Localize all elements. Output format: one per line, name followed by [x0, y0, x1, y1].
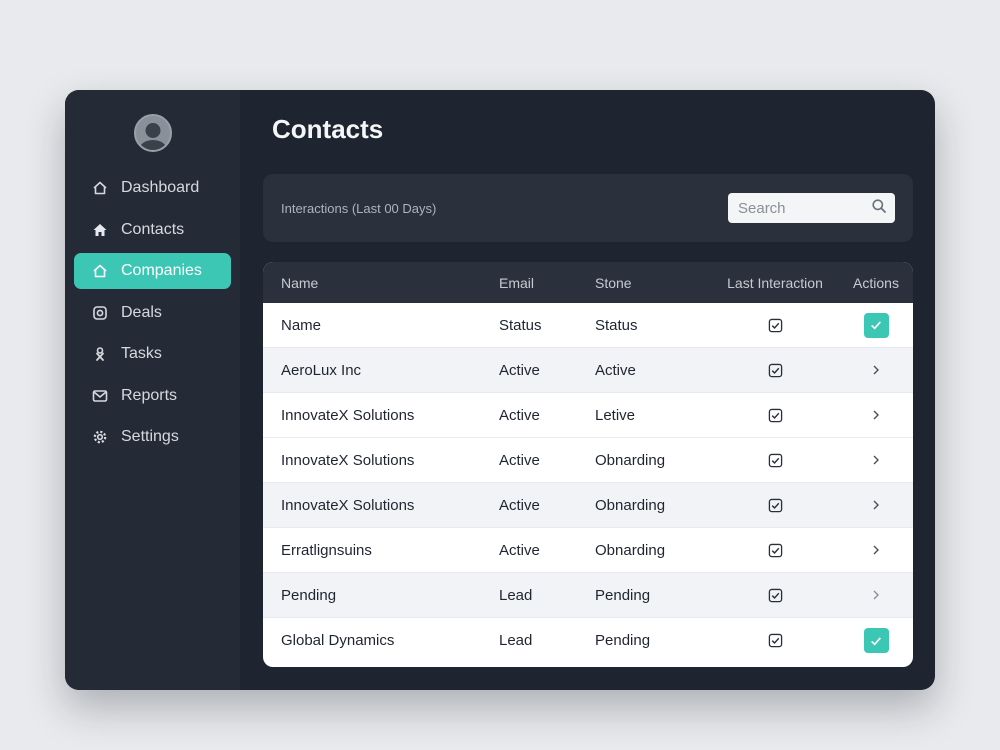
column-header-actions: Actions: [853, 274, 899, 291]
check-action-button[interactable]: [863, 312, 889, 338]
table-row[interactable]: AeroLux Inc Active Active: [263, 348, 913, 393]
sidebar-item-settings[interactable]: Settings: [74, 419, 231, 455]
cell-email: Status: [499, 316, 542, 334]
cell-stone: Letive: [595, 406, 636, 424]
cell-stone: Obnarding: [595, 451, 666, 469]
search-icon[interactable]: [871, 198, 887, 219]
cell-name: Global Dynamics: [281, 632, 395, 649]
cell-email: Active: [499, 541, 540, 559]
main-content: Contacts Interactions (Last 00 Days) Nam…: [240, 90, 935, 690]
instagram-like-icon: [91, 304, 109, 322]
cell-name: InnovateX Solutions: [281, 451, 415, 469]
cell-stone: Pending: [595, 632, 651, 649]
check-action-button[interactable]: [863, 628, 889, 653]
checkbox-icon[interactable]: [711, 453, 839, 468]
sidebar-nav: Dashboard Contacts Companies Deals: [65, 170, 240, 455]
tasks-icon: [91, 345, 109, 363]
search-input[interactable]: [738, 199, 871, 217]
envelope-icon: [91, 387, 109, 405]
sidebar-item-contacts[interactable]: Contacts: [74, 212, 231, 248]
interactions-filter-label[interactable]: Interactions (Last 00 Days): [281, 200, 437, 216]
sidebar-item-label: Dashboard: [121, 179, 200, 196]
sidebar-item-companies[interactable]: Companies: [74, 253, 231, 289]
column-header-stone[interactable]: Stone: [595, 274, 632, 291]
app-window: Dashboard Contacts Companies Deals: [65, 90, 935, 690]
sidebar-item-label: Tasks: [121, 345, 162, 362]
cell-stone: Pending: [595, 586, 651, 604]
checkbox-icon[interactable]: [711, 408, 839, 423]
chevron-right-icon[interactable]: [839, 544, 913, 556]
contacts-table: Name Email Stone Last Interaction Action…: [263, 262, 913, 667]
house-outline-icon: [91, 262, 109, 280]
sidebar-item-label: Settings: [121, 428, 179, 445]
checkbox-icon[interactable]: [711, 363, 839, 378]
cell-name: InnovateX Solutions: [281, 406, 415, 424]
page-title: Contacts: [272, 114, 384, 144]
cell-email: Active: [499, 361, 540, 379]
check-icon: [871, 636, 881, 646]
sidebar-item-tasks[interactable]: Tasks: [74, 336, 231, 372]
chevron-right-icon[interactable]: [839, 364, 913, 376]
cell-stone: Obnarding: [595, 541, 666, 559]
cell-name: Pending: [281, 586, 337, 604]
chevron-right-icon[interactable]: [839, 589, 913, 601]
cell-stone: Status: [595, 316, 638, 334]
table-row[interactable]: InnovateX Solutions Active Obnarding: [263, 483, 913, 528]
table-row[interactable]: InnovateX Solutions Active Letive: [263, 393, 913, 438]
column-header-name[interactable]: Name: [281, 274, 319, 291]
search-box: [728, 193, 895, 223]
house-filled-icon: [91, 221, 109, 239]
sidebar-item-deals[interactable]: Deals: [74, 295, 231, 331]
cell-name: Name: [281, 316, 322, 334]
table-row[interactable]: Name Status Status: [263, 303, 913, 348]
table-row[interactable]: Pending Lead Pending: [263, 573, 913, 618]
sidebar-item-label: Companies: [121, 262, 202, 279]
table-row[interactable]: Global Dynamics Lead Pending: [263, 618, 913, 663]
house-outline-icon: [91, 179, 109, 197]
cell-name: InnovateX Solutions: [281, 496, 415, 514]
cell-stone: Obnarding: [595, 496, 666, 514]
checkbox-icon[interactable]: [711, 318, 839, 333]
cell-name: AeroLux Inc: [281, 361, 362, 379]
user-avatar-icon[interactable]: [133, 114, 172, 152]
check-icon: [871, 321, 881, 330]
filter-bar: Interactions (Last 00 Days): [263, 174, 913, 242]
action-cell: [839, 628, 913, 653]
sidebar-item-label: Contacts: [121, 220, 185, 238]
gear-icon: [91, 428, 109, 446]
column-header-email[interactable]: Email: [499, 274, 535, 291]
action-cell: [839, 312, 913, 338]
table-row[interactable]: Erratlignsuins Active Obnarding: [263, 528, 913, 573]
cell-email: Lead: [499, 586, 533, 604]
checkbox-icon[interactable]: [711, 543, 839, 558]
chevron-right-icon[interactable]: [839, 409, 913, 421]
cell-email: Active: [499, 496, 540, 514]
table-header: Name Email Stone Last Interaction Action…: [263, 262, 913, 303]
cell-email: Active: [499, 451, 540, 469]
table-row[interactable]: InnovateX Solutions Active Obnarding: [263, 438, 913, 483]
cell-name: Erratlignsuins: [281, 541, 372, 559]
cell-stone: Active: [595, 361, 636, 379]
checkbox-icon[interactable]: [711, 498, 839, 513]
column-header-last-interaction[interactable]: Last Interaction: [727, 274, 823, 291]
sidebar-item-dashboard[interactable]: Dashboard: [74, 170, 231, 206]
checkbox-icon[interactable]: [711, 633, 839, 648]
sidebar-item-reports[interactable]: Reports: [74, 378, 231, 414]
checkbox-icon[interactable]: [711, 588, 839, 603]
chevron-right-icon[interactable]: [839, 499, 913, 511]
chevron-right-icon[interactable]: [839, 454, 913, 466]
cell-email: Lead: [499, 632, 533, 649]
sidebar: Dashboard Contacts Companies Deals: [65, 90, 240, 690]
sidebar-item-label: Reports: [121, 386, 178, 404]
sidebar-item-label: Deals: [121, 303, 162, 321]
cell-email: Active: [499, 406, 540, 424]
